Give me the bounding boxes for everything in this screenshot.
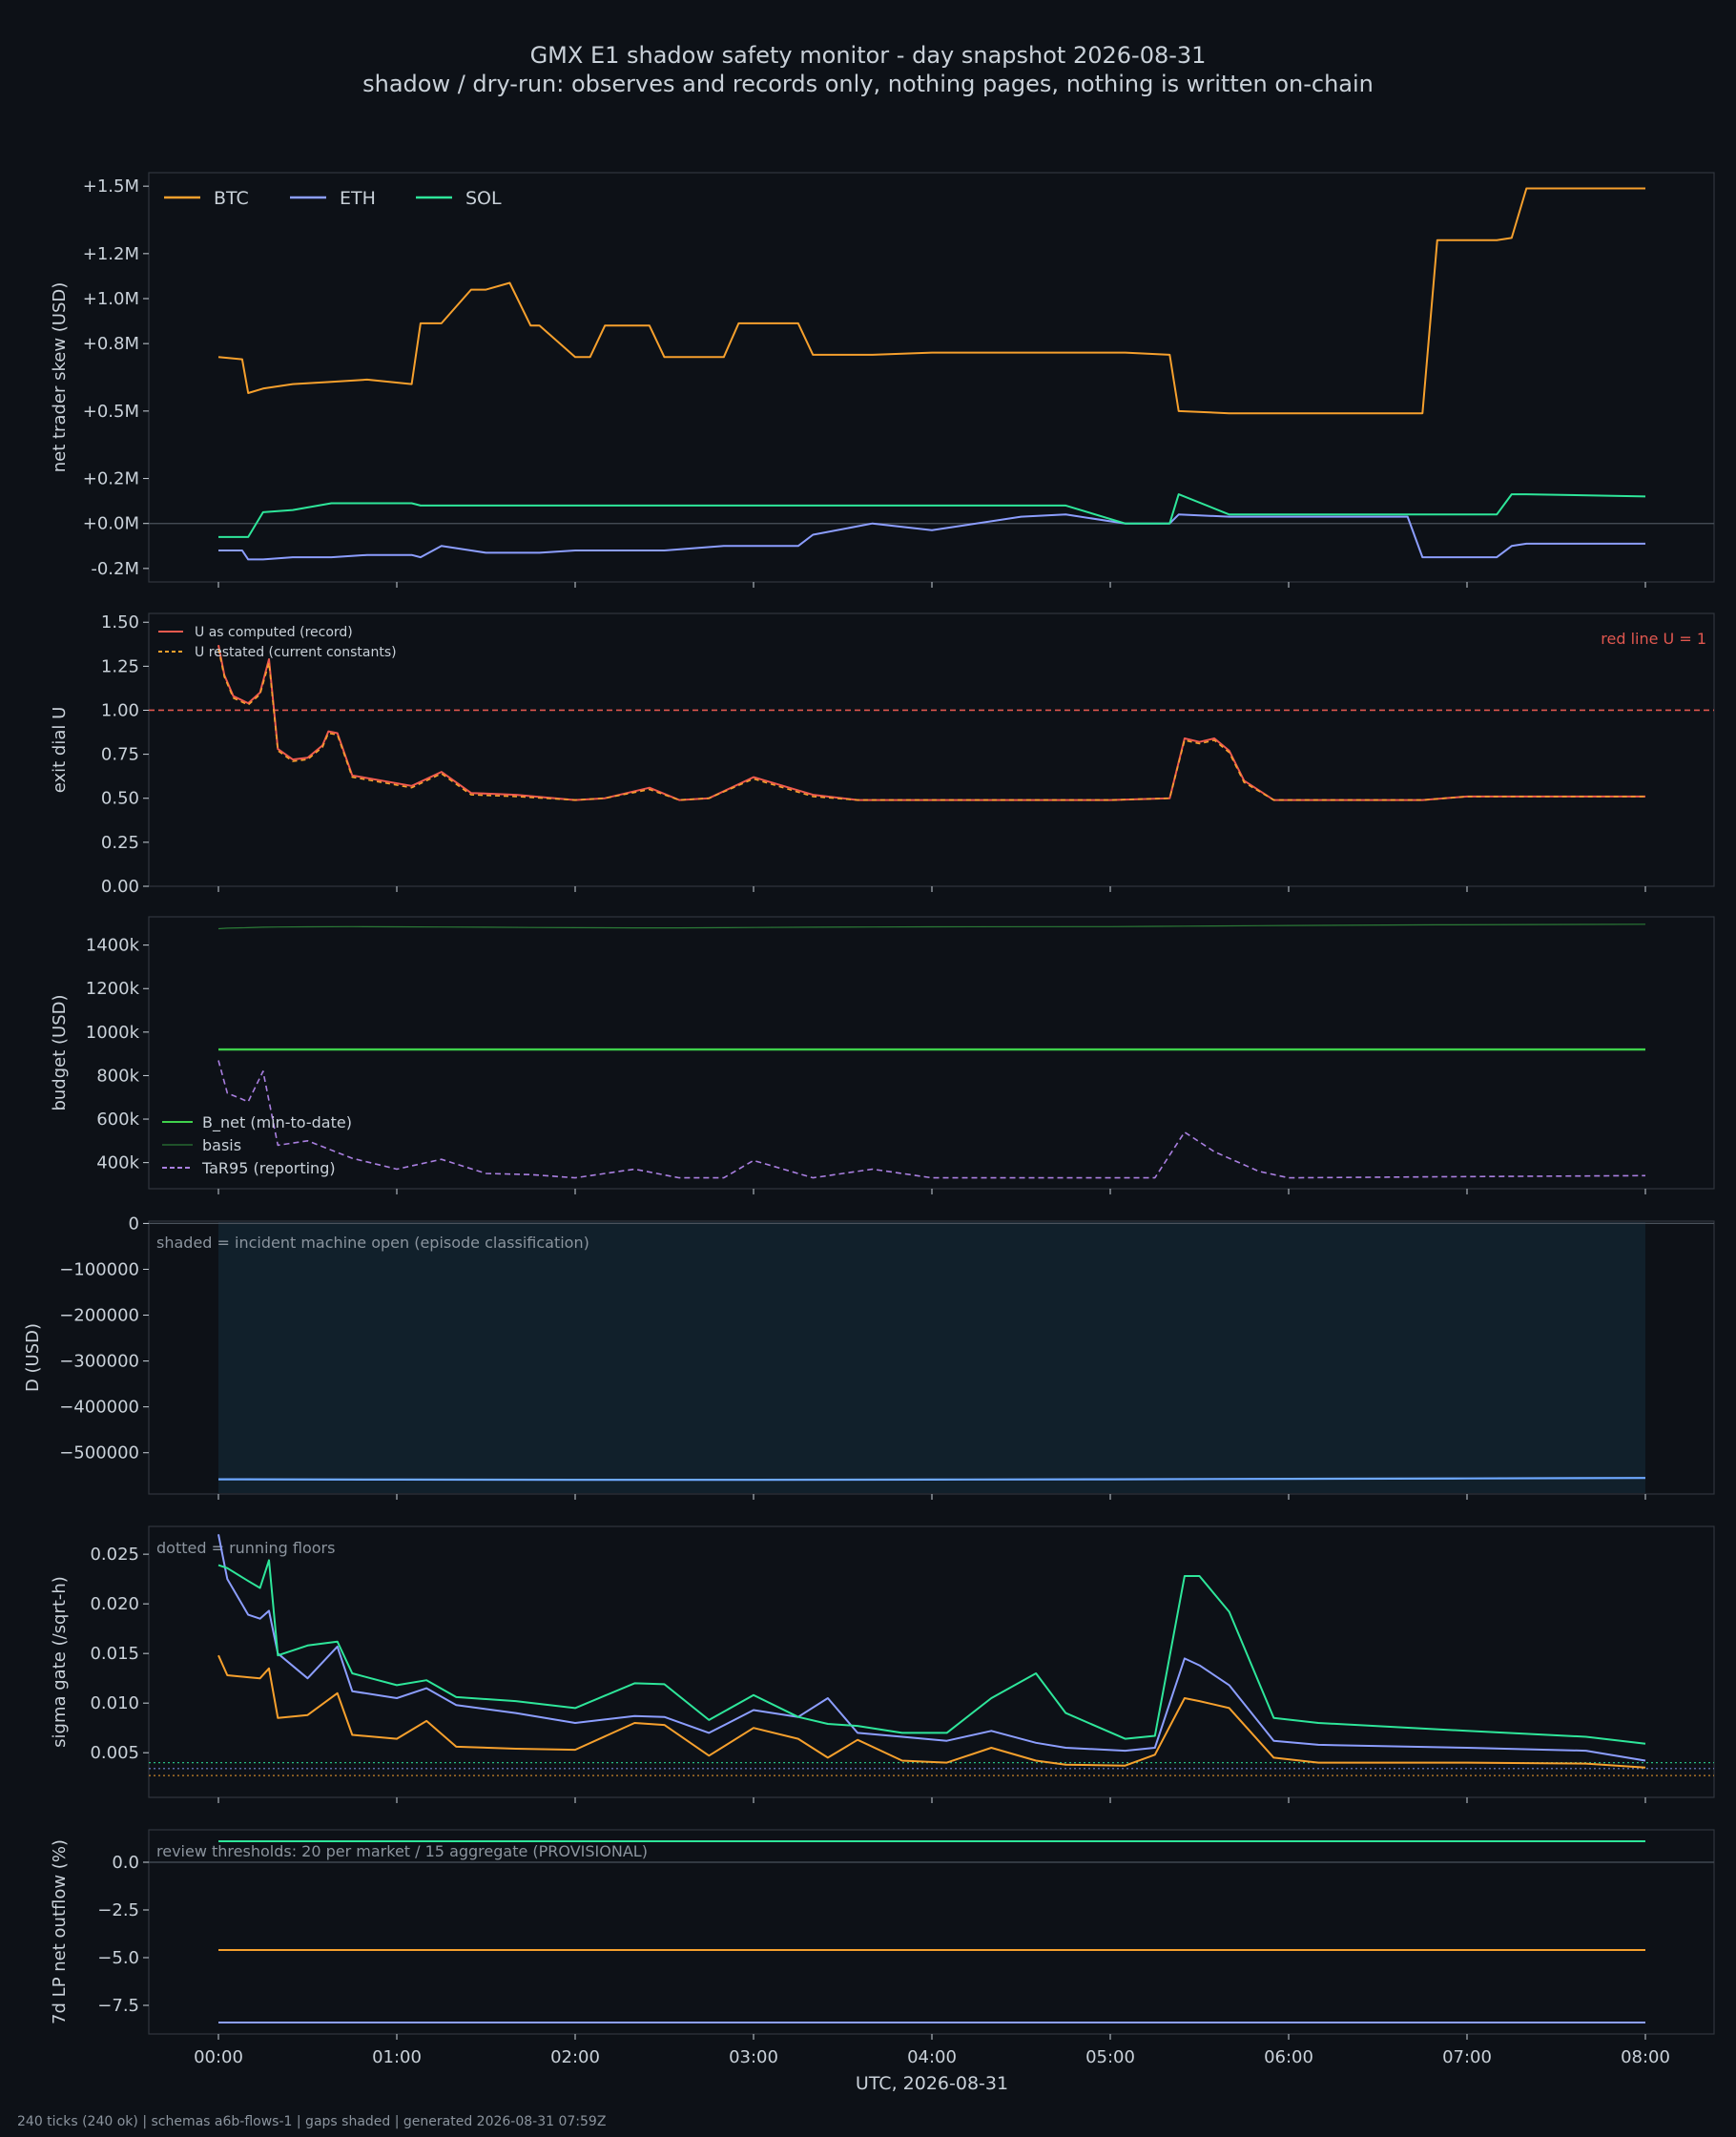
y-tick-label: 1400k	[86, 936, 140, 956]
y-axis-label: exit dial U	[50, 707, 70, 794]
y-tick-label: +1.0M	[83, 289, 139, 309]
y-tick-label: +0.2M	[83, 469, 139, 489]
y-tick-label: +0.8M	[83, 334, 139, 354]
plot-area	[148, 172, 1715, 583]
y-tick-label: +0.0M	[83, 514, 139, 534]
y-tick-label: −7.5	[97, 1996, 139, 2016]
y-axis-label: D (USD)	[23, 1323, 43, 1392]
y-tick-label: 0.010	[90, 1693, 139, 1713]
x-tick-label: 07:00	[1442, 2047, 1492, 2067]
y-tick-label: 0.025	[90, 1545, 139, 1565]
series-line-sol	[217, 1559, 1646, 1745]
y-tick-label: 1000k	[86, 1023, 140, 1043]
y-tick-label: 0.50	[101, 789, 139, 809]
plot-area	[148, 916, 1715, 1190]
x-tick-label: 06:00	[1264, 2047, 1313, 2067]
y-tick-label: 0.005	[90, 1743, 139, 1763]
panel-3: 1400k 1200k 1000k 800k 600k 400k budget (USD) B…	[50, 916, 1715, 1194]
y-tick-label: −200000	[59, 1306, 139, 1326]
panel-note: shaded = incident machine open (episode …	[156, 1234, 589, 1252]
y-axis-label: budget (USD)	[50, 994, 70, 1110]
x-tick-label: 01:00	[372, 2047, 422, 2067]
y-tick-label: 0.020	[90, 1594, 139, 1614]
y-tick-label: −300000	[59, 1352, 139, 1372]
y-tick-label: 1.25	[101, 656, 139, 676]
series-line-u-restated-current-constants-	[217, 648, 1645, 801]
y-tick-label: −100000	[59, 1259, 139, 1279]
panel-1: +1.5M +1.2M +1.0M +0.8M +0.5M +0.2M +0.0M -0.2M…	[50, 172, 1715, 588]
panel-note: dotted = running floors	[156, 1539, 335, 1557]
x-tick-label: 05:00	[1085, 2047, 1135, 2067]
panel-6: 0.0 −2.5 −5.0 −7.5 7d LP net outflow (%) revi…	[50, 1829, 1715, 2094]
panel-5: 0.025 0.020 0.015 0.010 0.005 sigma gate (/sq…	[50, 1525, 1715, 1803]
y-tick-label: 0	[129, 1214, 139, 1234]
chart-subtitle: shadow / dry-run: observes and records o…	[362, 71, 1374, 97]
y-tick-label: −400000	[59, 1398, 139, 1418]
y-tick-label: 600k	[96, 1110, 139, 1130]
y-tick-label: 1200k	[86, 979, 140, 999]
x-tick-label: 02:00	[550, 2047, 600, 2067]
series-line-eth	[217, 1534, 1646, 1762]
y-tick-label: 800k	[96, 1066, 139, 1086]
series-line-btc	[217, 187, 1645, 415]
legend-label: SOL	[465, 188, 502, 209]
series-line-d	[217, 1477, 1646, 1482]
incident-shade	[218, 1222, 1645, 1493]
series-line-tar95-reporting-	[217, 1060, 1646, 1179]
y-tick-label: −500000	[59, 1443, 139, 1463]
panel-note: review thresholds: 20 per market / 15 ag…	[156, 1842, 648, 1860]
y-tick-label: 1.50	[101, 612, 139, 633]
legend-label: TaR95 (reporting)	[201, 1159, 336, 1177]
footer-text: 240 ticks (240 ok) | schemas a6b-flows-1…	[17, 2114, 606, 2129]
y-tick-label: 0.75	[101, 745, 139, 765]
y-tick-label: 0.015	[90, 1644, 139, 1664]
y-tick-label: +1.2M	[83, 244, 139, 264]
y-tick-label: +1.5M	[83, 176, 139, 197]
y-tick-label: 400k	[96, 1153, 139, 1173]
x-tick-label: 03:00	[729, 2047, 778, 2067]
y-axis-label: net trader skew (USD)	[50, 282, 70, 473]
plot-area	[148, 612, 1715, 887]
y-tick-label: 0.00	[101, 877, 139, 897]
legend-label: ETH	[340, 188, 376, 209]
legend-label: U restated (current constants)	[195, 645, 397, 660]
legend-label: B_net (min-to-date)	[202, 1113, 352, 1132]
series-line-sol	[218, 493, 1646, 538]
series-line-basis	[217, 923, 1646, 930]
y-tick-label: −5.0	[97, 1948, 139, 1968]
panel-2: 1.50 1.25 1.00 0.75 0.50 0.25 0.00 exit dial U r…	[50, 612, 1715, 897]
y-axis-label: 7d LP net outflow (%)	[50, 1839, 70, 2024]
series-line-btc	[217, 1654, 1646, 1769]
panels: +1.5M +1.2M +1.0M +0.8M +0.5M +0.2M +0.0M -0.2M…	[23, 172, 1715, 2094]
legend-label: U as computed (record)	[195, 625, 353, 640]
y-tick-label: -0.2M	[91, 559, 139, 579]
y-tick-label: −2.5	[97, 1900, 139, 1920]
x-tick-label: 04:00	[907, 2047, 957, 2067]
series-line-u-as-computed-record-	[217, 645, 1645, 801]
panel-4: 0 −100000 −200000 −300000 −400000 −500000 D (U…	[23, 1214, 1715, 1500]
plot-area	[148, 1525, 1715, 1798]
redline-label: red line U = 1	[1601, 630, 1706, 648]
x-tick-label: 08:00	[1621, 2047, 1670, 2067]
y-tick-label: 0.25	[101, 833, 139, 853]
y-tick-label: 0.0	[112, 1853, 139, 1873]
x-tick-label: 00:00	[194, 2047, 243, 2067]
legend-label: BTC	[214, 188, 249, 209]
plot-area	[148, 1829, 1715, 2035]
y-axis-label: sigma gate (/sqrt-h)	[50, 1576, 70, 1748]
legend-label: basis	[202, 1136, 241, 1154]
series-line-eth	[218, 513, 1645, 561]
y-tick-label: +0.5M	[83, 402, 139, 422]
chart-title: GMX E1 shadow safety monitor - day snaps…	[530, 42, 1207, 69]
x-axis-label: UTC, 2026-08-31	[856, 2073, 1008, 2094]
y-tick-label: 1.00	[101, 700, 139, 720]
